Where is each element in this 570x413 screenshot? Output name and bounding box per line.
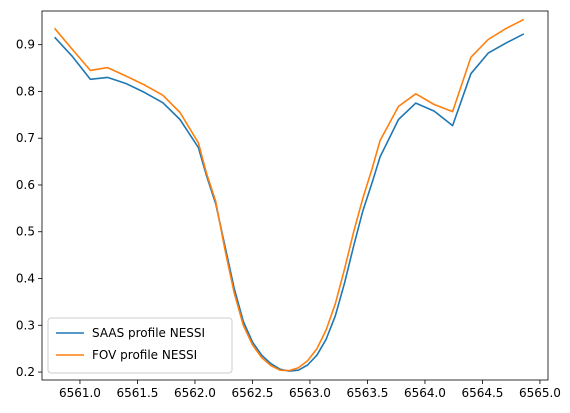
y-tick-label: 0.7 xyxy=(16,131,35,145)
legend-label-2: FOV profile NESSI xyxy=(92,348,197,362)
y-tick-label: 0.8 xyxy=(16,84,35,98)
x-tick-label: 6563.0 xyxy=(289,386,331,400)
y-tick-label: 0.9 xyxy=(16,38,35,52)
x-axis-ticks: 6561.0 6561.5 6562.0 6562.5 6563.0 6563.5 6564… xyxy=(59,380,561,400)
y-axis-ticks: 0.2 0.3 0.4 0.5 0.6 0.7 0.8 0.9 xyxy=(16,38,42,379)
x-tick-label: 6565.0 xyxy=(519,386,561,400)
legend-box xyxy=(47,317,233,374)
y-tick-label: 0.4 xyxy=(16,272,35,286)
x-tick-label: 6563.5 xyxy=(346,386,388,400)
x-tick-label: 6561.5 xyxy=(116,386,158,400)
x-tick-label: 6561.0 xyxy=(59,386,101,400)
series-line-2 xyxy=(53,18,525,372)
y-tick-label: 0.5 xyxy=(16,225,35,239)
y-tick-label: 0.3 xyxy=(16,318,35,332)
legend-label-1: SAAS profile NESSI xyxy=(92,326,205,340)
y-tick-label: 0.2 xyxy=(16,365,35,379)
x-tick-label: 6562.5 xyxy=(231,386,273,400)
x-tick-label: 6562.0 xyxy=(174,386,216,400)
x-tick-label: 6564.0 xyxy=(404,386,446,400)
x-tick-label: 6564.5 xyxy=(461,386,503,400)
y-tick-label: 0.6 xyxy=(16,178,35,192)
legend: SAAS profile NESSI FOV profile NESSI xyxy=(47,317,233,374)
series-lines xyxy=(53,18,525,372)
